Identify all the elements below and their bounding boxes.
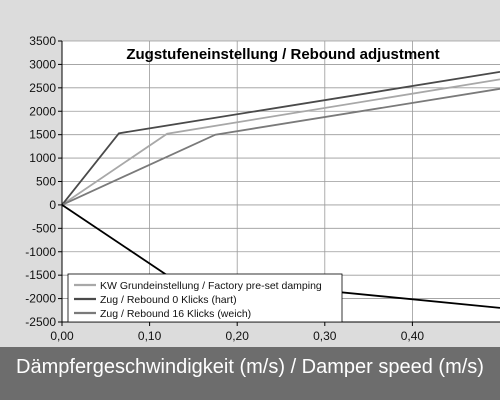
y-tick-label: 1500 [29,128,56,142]
x-tick-label: 0,00 [50,329,74,343]
chart-title: Zugstufeneinstellung / Rebound adjustmen… [126,46,439,63]
legend: KW Grundeinstellung / Factory pre-set da… [67,273,343,323]
x-tick-label: 0,40 [401,329,425,343]
y-tick-label: -2000 [25,292,56,306]
y-tick-label: 3500 [29,34,56,48]
legend-label: KW Grundeinstellung / Factory pre-set da… [100,280,322,292]
series-line-2 [61,71,500,206]
series-line-3 [61,87,500,206]
legend-label: Zug / Rebound 16 Klicks (weich) [100,308,251,320]
x-axis-title: Dämpfergeschwindigkeit (m/s) / Damper sp… [16,356,484,378]
y-tick-label: -1500 [25,268,56,282]
y-tick-label: 0 [49,198,56,212]
y-tick-label: 1000 [29,151,56,165]
y-tick-label: 3000 [29,57,56,71]
x-tick-label: 0,10 [138,329,162,343]
data-series [61,71,500,309]
series-line-1 [61,78,500,206]
y-axis-ticks: 3500 3000 2500 2000 1500 1000 500 0 -500 -1000 -15… [25,34,62,329]
x-axis-title-band [0,347,500,400]
y-tick-label: -2500 [25,315,56,329]
y-tick-label: 500 [36,175,56,189]
x-tick-label: 0,30 [313,329,337,343]
y-tick-label: 2000 [29,104,56,118]
legend-label: Zug / Rebound 0 Klicks (hart) [100,294,237,306]
y-tick-label: -500 [32,221,56,235]
x-tick-label: 0,20 [226,329,250,343]
x-axis-ticks: 0,00 0,10 0,20 0,30 0,40 [50,322,424,343]
y-tick-label: 2500 [29,81,56,95]
legend-box [67,273,343,323]
y-tick-label: -1000 [25,245,56,259]
